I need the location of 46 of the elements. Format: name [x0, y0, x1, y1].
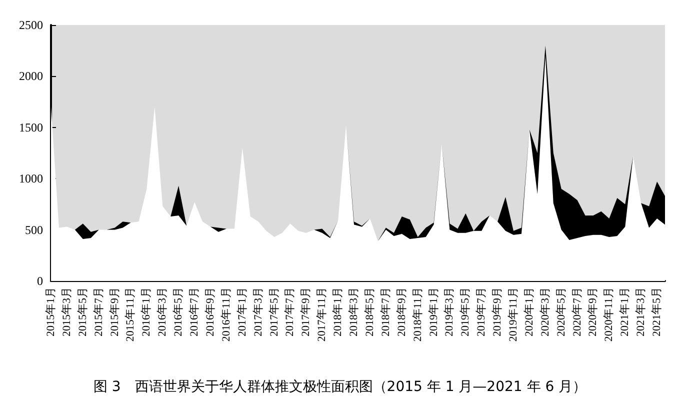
x-tick-label: 2018年9月 [396, 287, 408, 336]
x-tick-label: 2019年11月 [507, 287, 520, 342]
x-tick-label: 2016年5月 [172, 287, 185, 336]
y-tick-label: 2500 [19, 18, 43, 32]
x-tick-label: 2018年7月 [380, 287, 392, 336]
x-tick-label: 2017年1月 [236, 287, 248, 336]
x-tick-label: 2020年9月 [587, 287, 600, 336]
x-tick-label: 2016年7月 [188, 287, 201, 336]
x-tick-label: 2017年7月 [284, 287, 296, 336]
x-tick-label: 2015年9月 [108, 287, 121, 336]
x-tick-label: 2021年1月 [619, 287, 632, 336]
x-tick-label: 2015年1月 [45, 287, 57, 336]
y-tick-label: 2000 [19, 69, 43, 84]
x-tick-label: 2018年1月 [332, 287, 344, 336]
x-tick-label: 2016年3月 [156, 287, 169, 336]
x-tick-label: 2015年7月 [92, 287, 105, 336]
x-tick-label: 2019年1月 [428, 287, 440, 336]
x-tick-label: 2019年5月 [460, 287, 472, 336]
y-tick-label: 1000 [19, 172, 43, 186]
y-tick-label: 500 [25, 222, 43, 237]
x-tick-label: 2020年3月 [539, 287, 552, 336]
x-tick-label: 2021年3月 [635, 287, 648, 336]
x-tick-label: 2020年5月 [555, 287, 568, 336]
x-tick-label: 2019年3月 [444, 287, 456, 336]
y-tick-label: 1500 [19, 120, 43, 134]
x-tick-label: 2017年5月 [268, 287, 280, 336]
y-tick-label: 0 [37, 274, 43, 288]
x-tick-label: 2015年11月 [124, 287, 137, 342]
text: 图 3 西语世界关于华人群体推文极性面积图（2015 年 1 月—2021 年 6 月） [93, 379, 587, 395]
x-tick-label: 2017年3月 [252, 287, 264, 336]
x-tick-label: 2016年9月 [204, 287, 216, 336]
x-tick-label: 2019年7月 [476, 287, 488, 336]
x-tick-label: 2015年5月 [76, 287, 89, 336]
x-tick-label: 2019年9月 [492, 287, 504, 336]
x-tick-label: 2020年11月 [603, 287, 616, 342]
x-tick-label: 2018年11月 [412, 287, 424, 342]
x-tick-label: 2021年5月 [651, 287, 664, 336]
x-tick-label: 2017年9月 [300, 287, 312, 336]
x-tick-label: 2020年7月 [571, 287, 584, 336]
x-tick-label: 2017年11月 [316, 287, 328, 342]
x-tick-label: 2016年11月 [220, 287, 232, 342]
x-tick-label: 2018年3月 [348, 287, 360, 336]
x-tick-label: 2015年3月 [60, 287, 73, 336]
x-tick-label: 2016年1月 [140, 287, 153, 336]
x-tick-label: 2018年5月 [364, 287, 376, 336]
x-tick-label: 2020年1月 [523, 287, 536, 336]
